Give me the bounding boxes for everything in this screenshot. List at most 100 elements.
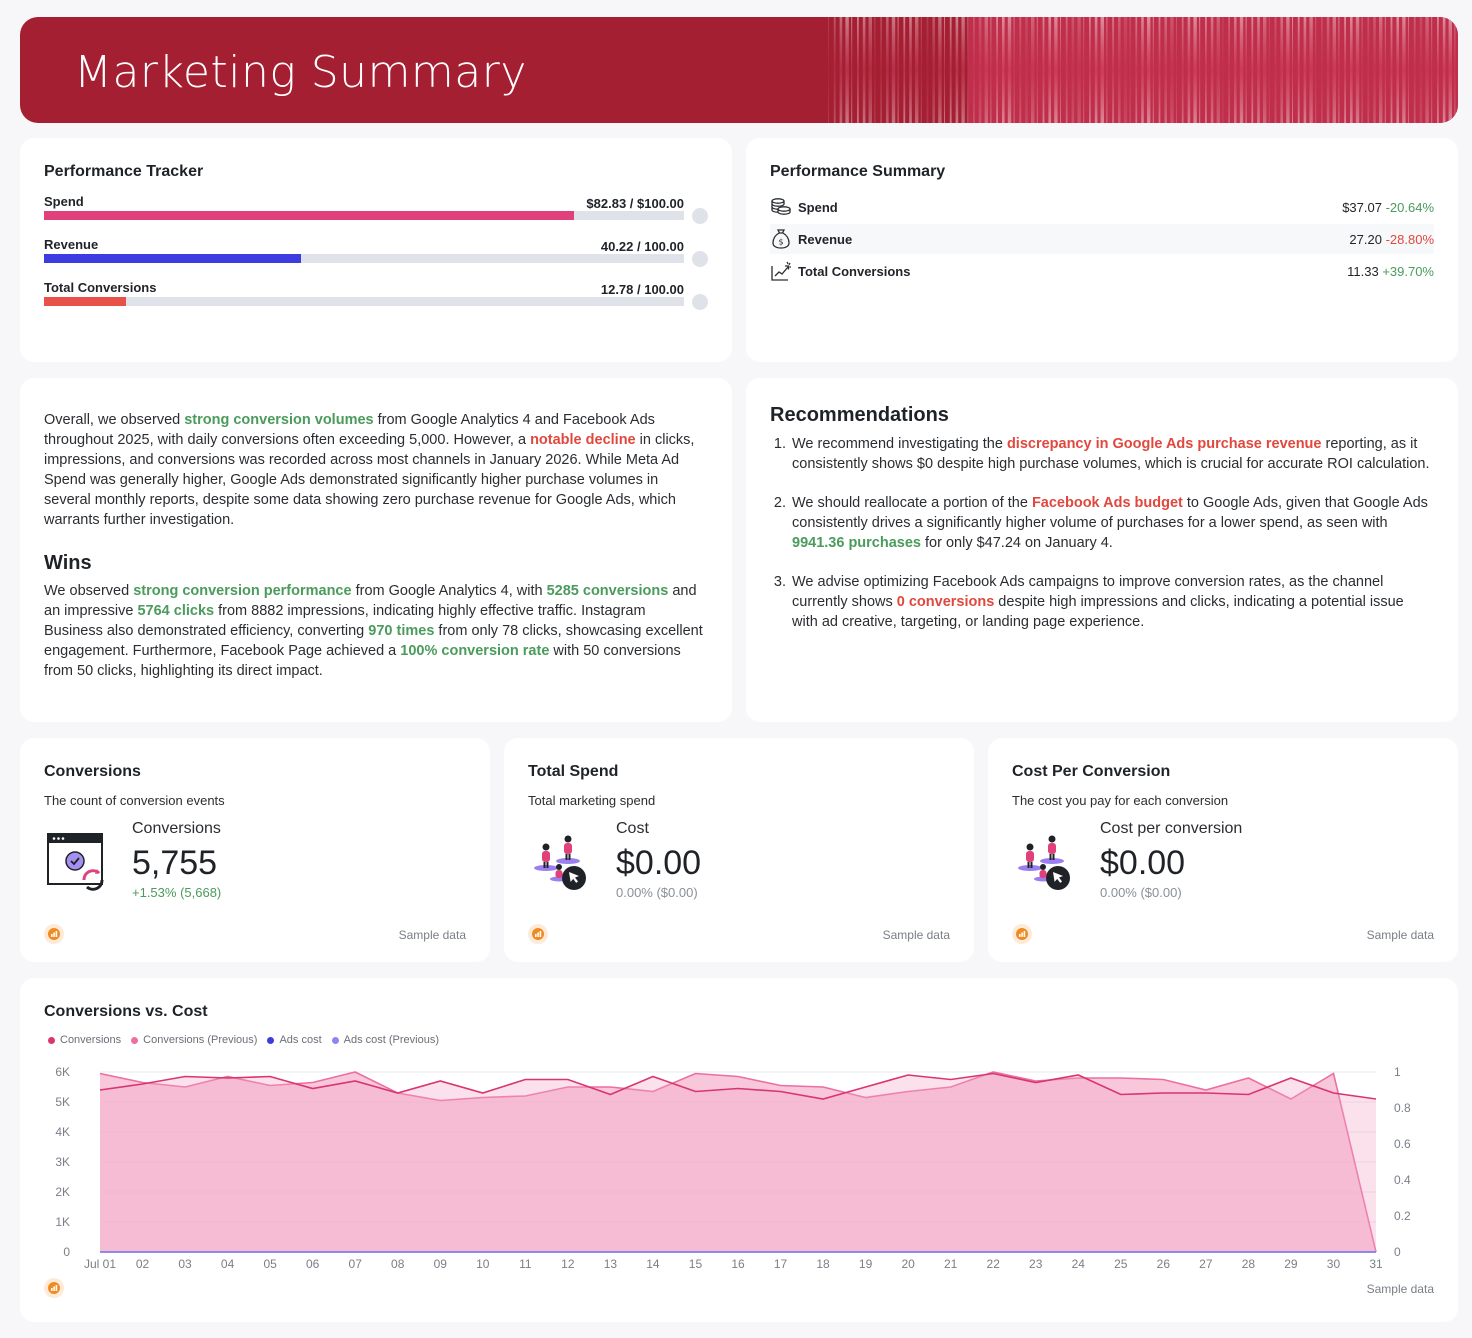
y-right-tick-label: 1	[1394, 1065, 1401, 1079]
header-stripe	[1147, 17, 1151, 123]
overview-card: Overall, we observed strong conversion v…	[20, 378, 732, 722]
kpi-card-total-spend: Total Spend Total marketing spend Cost $…	[504, 738, 974, 962]
x-tick-label: 13	[604, 1257, 618, 1271]
header-stripe	[1158, 17, 1161, 123]
header-stripe	[828, 17, 829, 123]
recommendation-item: We recommend investigating the discrepan…	[790, 434, 1430, 474]
x-tick-label: 21	[944, 1257, 958, 1271]
kpi-change: 0.00% ($0.00)	[616, 885, 698, 900]
audience-click-icon	[1018, 835, 1070, 890]
header-stripe	[1454, 17, 1456, 123]
header-stripe	[1013, 17, 1015, 123]
summary-value: 27.20	[1349, 232, 1382, 247]
x-tick-label: 02	[136, 1257, 150, 1271]
header-stripe	[1228, 17, 1230, 123]
y-right-tick-label: 0	[1394, 1245, 1401, 1259]
wins-text: and an impressive	[44, 583, 697, 619]
header-stripe	[1077, 17, 1081, 123]
legend-item[interactable]: Conversions (Previous)	[131, 1034, 257, 1046]
summary-change: -20.64%	[1385, 200, 1434, 215]
header-stripe	[1297, 17, 1300, 123]
tracker-value: 40.22 / 100.00	[600, 239, 684, 254]
legend-swatch	[131, 1036, 139, 1044]
tracker-label: Spend	[44, 194, 84, 209]
header-stripe	[1123, 17, 1128, 123]
header-stripe	[1199, 17, 1201, 123]
summary-label: Total Conversions	[798, 264, 911, 279]
kpi-title: Cost Per Conversion	[1012, 763, 1171, 780]
header-stripe	[1355, 17, 1360, 123]
series-area-conversions-previous	[100, 1072, 1376, 1252]
header-stripe	[1118, 17, 1121, 123]
header-stripe	[1413, 17, 1416, 123]
x-tick-label: 25	[1114, 1257, 1128, 1271]
header-stripe	[1251, 17, 1254, 123]
progress-handle[interactable]	[692, 251, 708, 267]
x-tick-label: 08	[391, 1257, 405, 1271]
recommendation-item: We advise optimizing Facebook Ads campai…	[790, 572, 1430, 632]
series-line-conversions-previous[interactable]	[99, 1071, 1377, 1253]
header-stripe	[1379, 17, 1383, 123]
header-stripe	[1350, 17, 1353, 123]
kpi-metric-label: Conversions	[132, 820, 221, 837]
summary-value: 11.33	[1347, 264, 1379, 279]
legend-label: Ads cost (Previous)	[343, 1034, 440, 1046]
analytics-source-icon[interactable]	[44, 1278, 64, 1298]
rec-text: for only $47.24 on January 4.	[920, 535, 1113, 551]
analytics-source-icon[interactable]	[528, 924, 548, 944]
summary-label: Revenue	[798, 232, 853, 247]
rec-highlight: 9941.36 purchases	[792, 535, 921, 551]
header-stripe	[1094, 17, 1098, 123]
header-stripe	[1048, 17, 1051, 123]
wins-highlight: strong conversion performance	[133, 583, 352, 599]
header-stripe	[891, 17, 896, 123]
rec-text: reporting, as it consistently shows $0 d…	[792, 436, 1430, 472]
header-stripe	[1437, 17, 1439, 123]
progress-handle[interactable]	[692, 294, 708, 310]
rec-highlight: 0 conversions	[896, 594, 995, 610]
header-stripe	[1210, 17, 1214, 123]
wins-highlight: 970 times	[368, 623, 435, 639]
x-tick-label: 24	[1072, 1257, 1086, 1271]
overview-text: Overall, we observed	[44, 412, 185, 428]
recommendations-list: We recommend investigating the discrepan…	[790, 434, 1430, 651]
conversions-cost-chart[interactable]: 0 1K 2K 3K 4K 5K 6K 0 0.2 0.4 0.6 0.8 1 Jul 01 02 03 04 0…	[20, 978, 1458, 1322]
header-stripe	[915, 17, 919, 123]
money-bag-icon: $	[772, 229, 790, 249]
report-header: Marketing Summary	[20, 17, 1458, 123]
legend-item[interactable]: Ads cost	[267, 1034, 322, 1046]
header-stripe	[920, 17, 922, 123]
browser-refresh-icon	[47, 833, 104, 891]
legend-item[interactable]: Conversions	[48, 1034, 121, 1046]
y-right-tick-label: 0.6	[1394, 1137, 1411, 1151]
header-stripe	[833, 17, 836, 123]
header-stripe	[1419, 17, 1423, 123]
x-tick-label: 20	[901, 1257, 915, 1271]
performance-tracker-title: Performance Tracker	[44, 163, 204, 180]
x-tick-label: 04	[221, 1257, 235, 1271]
legend-item[interactable]: Ads cost (Previous)	[331, 1034, 440, 1046]
rec-text: We advise optimizing Facebook Ads campai…	[792, 574, 1384, 610]
progress-handle[interactable]	[692, 208, 708, 224]
analytics-source-icon[interactable]	[44, 924, 64, 944]
header-stripe	[1019, 17, 1022, 123]
x-tick-label: 30	[1327, 1257, 1341, 1271]
analytics-source-icon[interactable]	[1012, 924, 1032, 944]
header-stripe	[1234, 17, 1237, 123]
x-tick-label: 29	[1284, 1257, 1298, 1271]
header-stripe	[1338, 17, 1340, 123]
performance-summary-title: Performance Summary	[770, 163, 946, 180]
header-stripe	[1326, 17, 1330, 123]
header-stripe	[1239, 17, 1244, 123]
kpi-title: Conversions	[44, 763, 141, 780]
header-stripe	[1164, 17, 1167, 123]
progress-fill	[44, 211, 575, 220]
header-stripe	[1442, 17, 1446, 123]
overview-highlight: notable decline	[530, 432, 636, 448]
header-stripe	[1309, 17, 1313, 123]
header-stripe	[932, 17, 935, 123]
header-stripe	[1286, 17, 1290, 123]
series-line-conversions[interactable]	[99, 1072, 1377, 1100]
header-stripe	[1065, 17, 1068, 123]
y-left-tick-label: 5K	[55, 1095, 70, 1109]
